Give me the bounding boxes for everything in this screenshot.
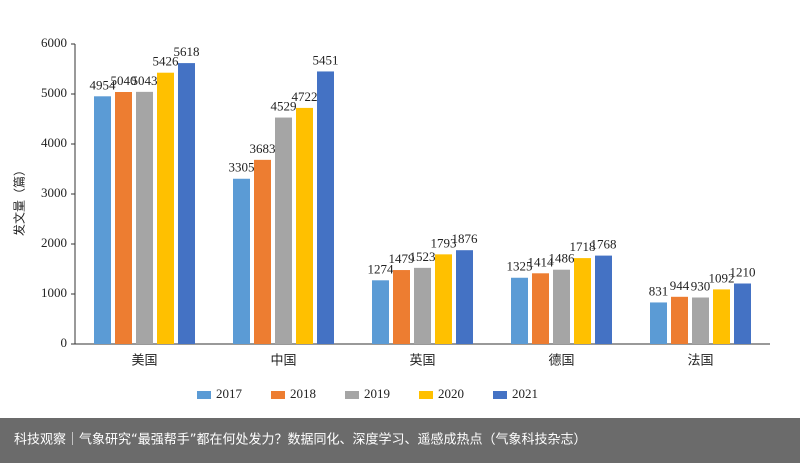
y-tick-label: 4000 bbox=[41, 135, 67, 150]
legend-swatch bbox=[271, 391, 285, 399]
x-tick-label: 法国 bbox=[687, 354, 713, 369]
data-label: 1092 bbox=[709, 270, 735, 285]
data-label: 1274 bbox=[368, 261, 395, 276]
x-tick-label: 德国 bbox=[548, 354, 574, 369]
bar bbox=[393, 270, 410, 344]
x-tick-label: 美国 bbox=[131, 354, 157, 369]
data-label: 1486 bbox=[549, 251, 576, 266]
legend-label: 2017 bbox=[216, 386, 243, 401]
legend-swatch bbox=[419, 391, 433, 399]
data-label: 4722 bbox=[292, 89, 318, 104]
banner-bg bbox=[0, 418, 800, 463]
bar bbox=[671, 296, 688, 344]
bar bbox=[157, 72, 174, 344]
y-tick-label: 1000 bbox=[41, 285, 67, 300]
y-axis-label: 发文量（篇） bbox=[12, 164, 27, 236]
bar bbox=[650, 302, 667, 344]
bar bbox=[532, 273, 549, 344]
data-label: 944 bbox=[670, 278, 690, 293]
bar bbox=[275, 117, 292, 344]
data-label: 1523 bbox=[410, 249, 436, 264]
legend-label: 2021 bbox=[512, 386, 538, 401]
bar bbox=[456, 250, 473, 344]
bar bbox=[115, 92, 132, 344]
bar bbox=[254, 159, 271, 344]
data-label: 3305 bbox=[229, 160, 255, 175]
y-tick-label: 6000 bbox=[41, 35, 67, 50]
data-label: 831 bbox=[649, 283, 669, 298]
y-tick-label: 0 bbox=[61, 335, 68, 350]
bar bbox=[296, 107, 313, 345]
bar bbox=[713, 289, 730, 344]
data-label: 1876 bbox=[452, 231, 479, 246]
bar bbox=[94, 96, 111, 344]
bar bbox=[574, 258, 591, 344]
legend-label: 2020 bbox=[438, 386, 464, 401]
legend-label: 2019 bbox=[364, 386, 390, 401]
data-label: 5040 bbox=[111, 73, 137, 88]
bar bbox=[692, 297, 709, 344]
bar bbox=[233, 178, 250, 344]
data-label: 1414 bbox=[528, 254, 555, 269]
data-label: 1768 bbox=[591, 237, 617, 252]
bar bbox=[435, 254, 452, 344]
data-label: 4954 bbox=[90, 77, 117, 92]
data-label: 3683 bbox=[250, 141, 276, 156]
data-label: 5426 bbox=[153, 54, 180, 69]
bar bbox=[178, 63, 195, 344]
bar bbox=[595, 255, 612, 344]
x-tick-label: 中国 bbox=[270, 354, 296, 369]
x-tick-label: 英国 bbox=[409, 354, 435, 369]
bar bbox=[553, 269, 570, 344]
y-tick-label: 2000 bbox=[41, 235, 67, 250]
y-tick-label: 3000 bbox=[41, 185, 67, 200]
data-label: 1718 bbox=[570, 239, 596, 254]
data-label: 5043 bbox=[132, 73, 158, 88]
legend-label: 2018 bbox=[290, 386, 316, 401]
legend-swatch bbox=[493, 391, 507, 399]
legend-swatch bbox=[197, 391, 211, 399]
bar bbox=[511, 277, 528, 344]
bar bbox=[414, 267, 431, 344]
data-label: 1325 bbox=[507, 259, 533, 274]
bar bbox=[734, 283, 751, 344]
data-label: 4529 bbox=[271, 99, 297, 114]
bar bbox=[372, 280, 389, 344]
bar bbox=[317, 71, 334, 344]
y-tick-label: 5000 bbox=[41, 85, 67, 100]
banner-text: 科技观察｜气象研究“最强帮手”都在何处发力？数据同化、深度学习、遥感成热点（气象… bbox=[14, 432, 586, 448]
bar bbox=[136, 91, 153, 344]
legend-swatch bbox=[345, 391, 359, 399]
data-label: 5618 bbox=[174, 44, 200, 59]
data-label: 5451 bbox=[313, 52, 339, 67]
data-label: 1793 bbox=[431, 235, 457, 250]
data-label: 1210 bbox=[730, 264, 756, 279]
data-label: 1479 bbox=[389, 251, 415, 266]
data-label: 930 bbox=[691, 278, 711, 293]
